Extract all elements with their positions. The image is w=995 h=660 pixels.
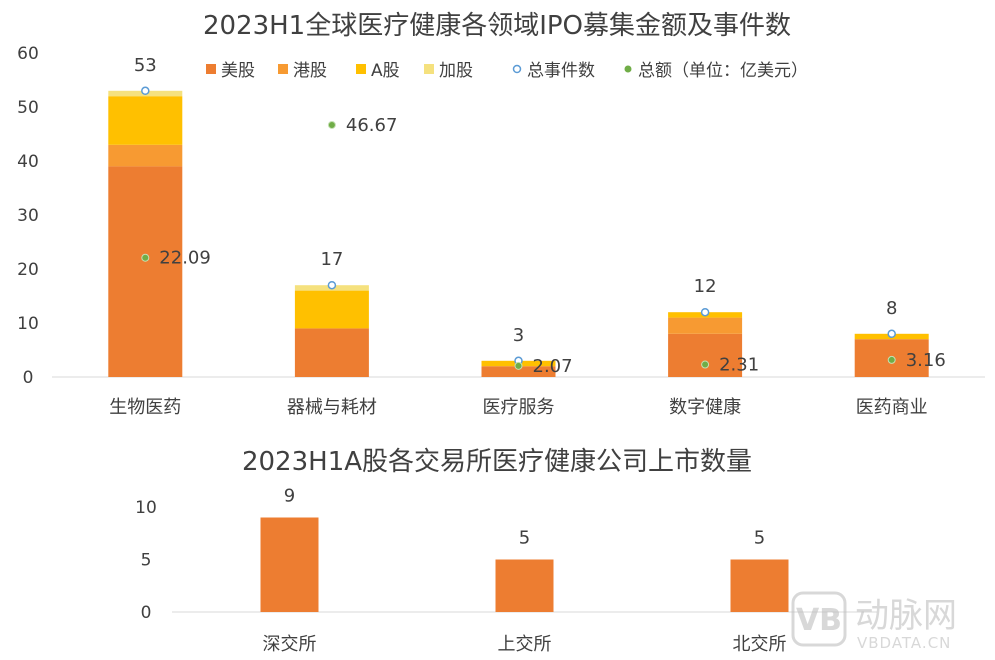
bar-segment-3	[294, 290, 369, 329]
top-y-tick-label: 50	[17, 98, 39, 118]
bottom-chart: 2023H1A股各交易所医疗健康公司上市数量 0 5 10 9 深交所 5 上交所 5 北交所	[135, 447, 877, 655]
event-count-label: 8	[886, 298, 897, 319]
legend-label: 总额（单位：亿美元）	[638, 61, 808, 81]
bottom-bar	[260, 517, 319, 612]
legend-label: 港股	[293, 61, 327, 81]
event-count-marker	[141, 86, 150, 96]
top-y-tick-label: 30	[17, 206, 39, 226]
top-y-tick-label: 20	[17, 260, 39, 280]
legend-label: 加股	[439, 61, 473, 81]
bottom-bar-value-label: 9	[284, 486, 295, 507]
legend-label: 总事件数	[527, 61, 595, 81]
watermark-logo-letters: VB	[796, 603, 842, 638]
bottom-bar	[730, 559, 789, 612]
legend-swatch	[424, 64, 434, 74]
total-amount-marker	[887, 355, 896, 364]
bar-segment-1	[108, 166, 183, 377]
total-amount-marker	[701, 360, 710, 369]
top-y-tick-label: 60	[17, 44, 39, 64]
event-count-label: 3	[513, 325, 524, 346]
bottom-chart-title: 2023H1A股各交易所医疗健康公司上市数量	[242, 447, 752, 477]
event-count-marker	[700, 307, 710, 317]
legend-swatch	[624, 65, 632, 73]
bar-segment-2	[108, 144, 183, 167]
top-y-tick-label: 40	[17, 152, 39, 172]
total-amount-marker	[141, 253, 150, 262]
top-x-tick-label: 医疗服务	[483, 397, 555, 418]
total-amount-label: 22.09	[159, 248, 211, 269]
watermark-brand: 动脉网	[855, 596, 957, 636]
bar-segment-1	[294, 328, 369, 377]
bottom-y-tick-label: 5	[141, 551, 152, 571]
bottom-bar-value-label: 5	[754, 528, 765, 549]
bar-segment-1	[481, 366, 556, 377]
bar-segment-1	[668, 333, 743, 377]
legend-label: 美股	[221, 61, 255, 81]
bar-segment-2	[668, 317, 743, 334]
total-amount-marker	[327, 120, 336, 129]
event-count-label: 17	[320, 249, 343, 270]
legend-swatch	[278, 64, 288, 74]
legend-swatch	[356, 64, 366, 74]
watermark-logo-box	[791, 591, 847, 647]
total-amount-label: 46.67	[346, 115, 398, 136]
bottom-x-tick-label: 深交所	[263, 634, 317, 655]
bottom-x-tick-label: 北交所	[733, 634, 787, 655]
top-x-tick-label: 生物医药	[109, 397, 181, 418]
top-x-tick-label: 器械与耗材	[287, 397, 377, 418]
event-count-marker	[887, 329, 896, 339]
event-count-label: 12	[694, 276, 717, 297]
bottom-x-tick-label: 上交所	[498, 634, 552, 655]
watermark-url: VBDATA.CN	[857, 634, 951, 652]
bottom-bar-value-label: 5	[519, 528, 530, 549]
top-y-tick-label: 10	[17, 314, 39, 334]
total-amount-label: 2.31	[719, 355, 759, 376]
top-y-tick-label: 0	[23, 368, 34, 388]
bottom-bar	[495, 559, 554, 612]
top-x-tick-label: 医药商业	[856, 397, 928, 418]
bar-segment-3	[108, 96, 183, 145]
watermark: VB 动脉网 VBDATA.CN	[791, 591, 957, 652]
total-amount-marker	[514, 361, 523, 370]
legend-label: A股	[371, 61, 400, 81]
total-amount-label: 3.16	[906, 350, 946, 371]
bottom-y-tick-label: 10	[135, 498, 157, 518]
top-x-tick-label: 数字健康	[669, 397, 741, 418]
top-chart-title: 2023H1全球医疗健康各领域IPO募集金额及事件数	[203, 11, 791, 41]
top-chart: 2023H1全球医疗健康各领域IPO募集金额及事件数 0 10 20 30 40 50 60 生…	[17, 11, 985, 418]
event-count-label: 53	[134, 55, 157, 76]
legend-swatch	[206, 64, 216, 74]
bottom-y-tick-label: 0	[141, 603, 152, 623]
event-count-marker	[327, 280, 337, 290]
legend-swatch	[512, 64, 522, 74]
total-amount-label: 2.07	[533, 356, 573, 377]
